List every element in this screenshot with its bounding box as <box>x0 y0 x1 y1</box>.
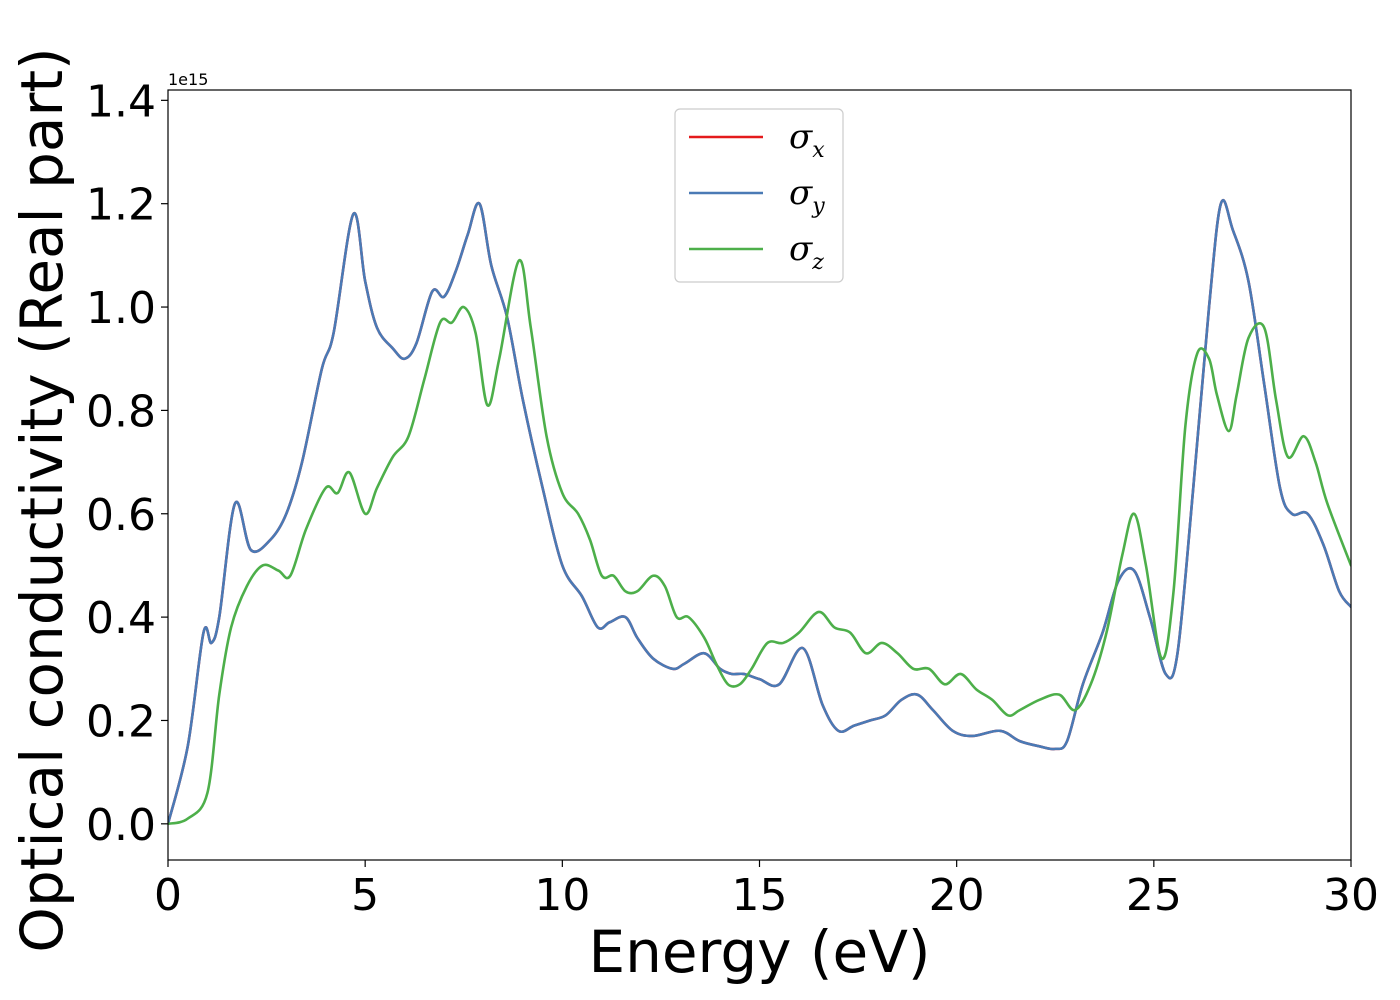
series-line-x <box>168 199 1351 826</box>
y-tick-label: 0.6 <box>86 490 156 541</box>
y-axis: 0.0 0.2 0.4 0.6 0.8 1.0 1.2 1.4 <box>86 76 168 851</box>
x-tick-label: 0 <box>154 870 182 921</box>
x-tick-label: 5 <box>351 870 379 921</box>
x-axis-label: Energy (eV) <box>588 918 930 986</box>
legend-label-y: σy <box>789 173 825 219</box>
y-tick-label: 1.0 <box>86 283 156 334</box>
series-group <box>168 199 1351 826</box>
y-tick-label: 1.4 <box>86 76 156 127</box>
y-tick-label: 0.0 <box>86 800 156 851</box>
x-tick-label: 25 <box>1126 870 1182 921</box>
x-tick-label: 30 <box>1323 870 1379 921</box>
series-line-y <box>168 199 1351 826</box>
legend-box <box>674 108 844 283</box>
y-tick-label: 1.2 <box>86 180 156 231</box>
y-axis-label: Optical conductivity (Real part) <box>8 47 76 952</box>
legend-label-x: σx <box>789 117 825 163</box>
x-tick-label: 20 <box>929 870 985 921</box>
legend-label-z: σz <box>789 229 824 275</box>
y-tick-label: 0.8 <box>86 386 156 437</box>
legend: σx σy σz <box>674 108 844 283</box>
x-axis: 0 5 10 15 20 25 30 <box>154 860 1379 921</box>
y-tick-label: 0.2 <box>86 696 156 747</box>
series-line-z <box>168 259 1351 826</box>
x-tick-label: 15 <box>732 870 788 921</box>
x-tick-label: 10 <box>534 870 590 921</box>
y-offset-text: 1e15 <box>168 70 208 89</box>
y-tick-label: 0.4 <box>86 593 156 644</box>
